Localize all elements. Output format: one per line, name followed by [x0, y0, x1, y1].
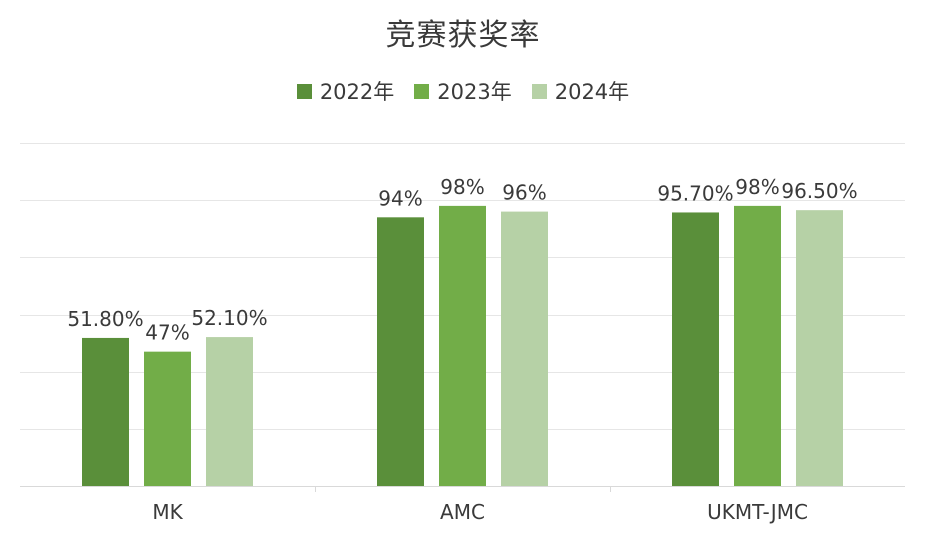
legend-swatch-2024: [531, 83, 547, 99]
data-label: 52.10%: [191, 306, 267, 330]
bar: [796, 210, 843, 486]
data-label: 96.50%: [781, 179, 857, 203]
x-tick-label: AMC: [440, 500, 485, 524]
legend-swatch-2023: [414, 83, 430, 99]
x-tick-label: MK: [152, 500, 183, 524]
bar: [734, 205, 781, 486]
chart-title: 竞赛获奖率: [385, 18, 541, 53]
legend-label-2023: 2023年: [437, 80, 512, 104]
data-label: 98%: [735, 175, 779, 199]
legend-item-2022: 2022年: [296, 76, 395, 106]
bar: [82, 337, 129, 486]
chart-legend: 2022年 2023年 2024年: [0, 76, 926, 106]
x-tick-label: UKMT-JMC: [707, 500, 808, 524]
legend-item-2024: 2024年: [531, 76, 630, 106]
bar: [206, 337, 253, 486]
legend-label-2024: 2024年: [554, 80, 630, 104]
bar: [144, 351, 191, 486]
bar: [377, 217, 424, 487]
bar: [501, 211, 548, 486]
data-label: 51.80%: [67, 307, 143, 331]
data-label: 98%: [440, 175, 484, 199]
legend-label-2022: 2022年: [319, 80, 395, 104]
data-label: 47%: [145, 321, 189, 345]
bar: [439, 205, 486, 486]
bar: [672, 212, 719, 486]
data-label: 94%: [378, 186, 422, 210]
data-label: 96%: [502, 181, 546, 205]
data-label: 95.70%: [657, 181, 733, 205]
legend-swatch-2022: [296, 83, 312, 99]
legend-item-2023: 2023年: [414, 76, 512, 106]
